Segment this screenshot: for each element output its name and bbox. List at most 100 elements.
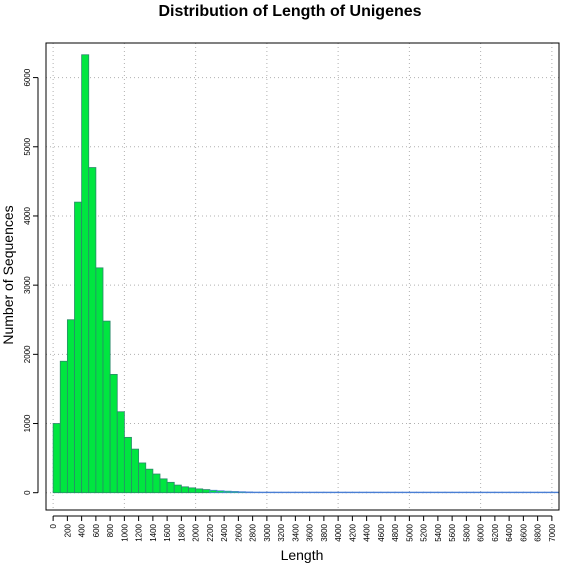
x-tick-label: 1800 — [177, 523, 186, 541]
histogram-bar — [123, 436, 132, 494]
bars-layer — [52, 54, 560, 494]
x-tick-label: 5400 — [434, 523, 443, 541]
y-tick-label: 0 — [23, 490, 32, 495]
histogram-bar — [430, 491, 439, 494]
histogram-bar — [66, 319, 75, 494]
histogram-bar — [138, 462, 147, 494]
x-tick-label: 1600 — [163, 523, 172, 541]
y-tick-label: 4000 — [23, 207, 32, 225]
histogram-bar — [266, 491, 275, 494]
histogram-bar — [209, 489, 218, 494]
y-tick-label: 3000 — [23, 276, 32, 294]
x-tick-label: 3600 — [306, 523, 315, 541]
histogram-bar — [458, 491, 467, 494]
histogram-bar — [216, 490, 225, 494]
histogram-bar — [74, 201, 83, 494]
histogram-bar — [444, 491, 453, 494]
x-tick-label: 3200 — [277, 523, 286, 541]
histogram-bar — [451, 491, 460, 494]
histogram-bar — [387, 491, 396, 494]
y-axis: 0 1000 2000 3000 4000 5000 6000 — [23, 68, 39, 495]
x-tick-label: 400 — [78, 523, 87, 537]
histogram-bar — [131, 448, 140, 494]
histogram-bar — [473, 491, 482, 494]
histogram-bar — [501, 491, 510, 494]
histogram-bar — [252, 491, 261, 494]
x-tick-label: 2200 — [206, 523, 215, 541]
histogram-bar — [551, 491, 560, 494]
histogram-bar — [102, 320, 111, 494]
histogram-bar — [223, 490, 232, 494]
x-tick-label: 200 — [63, 523, 72, 537]
histogram-bar — [316, 491, 325, 494]
y-tick-label: 6000 — [23, 68, 32, 86]
x-tick-label: 0 — [49, 523, 58, 528]
x-tick-label: 6600 — [519, 523, 528, 541]
x-tick-label: 4800 — [391, 523, 400, 541]
x-axis: 0 200 400 600 800 1000 1200 1400 1600 1800 2000 220… — [49, 515, 557, 542]
histogram-bar — [537, 491, 546, 494]
histogram-bar — [380, 491, 389, 494]
histogram-bar — [423, 491, 432, 494]
x-axis-label: Length — [281, 547, 324, 563]
x-tick-label: 800 — [106, 523, 115, 537]
histogram-bar — [188, 487, 197, 494]
x-tick-label: 6000 — [477, 523, 486, 541]
x-tick-label: 5000 — [405, 523, 414, 541]
y-tick-label: 1000 — [23, 414, 32, 432]
histogram-bar — [337, 491, 346, 494]
x-tick-label: 600 — [92, 523, 101, 537]
x-tick-label: 3000 — [263, 523, 272, 541]
x-tick-label: 2000 — [192, 523, 201, 541]
histogram-bar — [323, 491, 332, 494]
x-tick-label: 4600 — [377, 523, 386, 541]
histogram-bar — [515, 491, 524, 494]
histogram-bar — [95, 267, 104, 494]
histogram-bar — [373, 491, 382, 494]
x-tick-label: 1200 — [135, 523, 144, 541]
histogram-bar — [494, 491, 503, 494]
x-tick-label: 2600 — [234, 523, 243, 541]
histogram-bar — [287, 491, 296, 494]
x-tick-label: 1400 — [149, 523, 158, 541]
histogram-bar — [180, 486, 189, 494]
x-tick-label: 4200 — [348, 523, 357, 541]
histogram-bar — [294, 491, 303, 494]
histogram-bar — [259, 491, 268, 494]
histogram-bar — [544, 491, 553, 494]
x-tick-label: 4400 — [363, 523, 372, 541]
x-tick-label: 1000 — [120, 523, 129, 541]
x-tick-label: 5800 — [462, 523, 471, 541]
x-tick-label: 6400 — [505, 523, 514, 541]
histogram-bar — [330, 491, 339, 494]
histogram-bar — [366, 491, 375, 494]
y-tick-label: 2000 — [23, 345, 32, 363]
histogram-bar — [280, 491, 289, 494]
x-tick-label: 5600 — [448, 523, 457, 541]
histogram-bar — [401, 491, 410, 494]
histogram-bar — [394, 491, 403, 494]
histogram-bar — [344, 491, 353, 494]
x-tick-label: 2400 — [220, 523, 229, 541]
histogram-bar — [487, 491, 496, 494]
x-tick-label: 7000 — [548, 523, 557, 541]
x-tick-label: 6800 — [534, 523, 543, 541]
histogram-bar — [437, 491, 446, 494]
histogram-bar — [530, 491, 539, 494]
x-tick-label: 3800 — [320, 523, 329, 541]
y-tick-label: 5000 — [23, 137, 32, 155]
histogram-bar — [88, 167, 97, 494]
histogram-bar — [245, 491, 254, 494]
histogram-bar — [237, 491, 246, 494]
histogram-bar — [273, 491, 282, 494]
histogram-bar — [230, 491, 239, 494]
x-tick-label: 6200 — [491, 523, 500, 541]
x-tick-label: 5200 — [420, 523, 429, 541]
histogram-bar — [351, 491, 360, 494]
chart-title: Distribution of Length of Unigenes — [158, 3, 421, 20]
histogram-bar — [416, 491, 425, 494]
x-tick-label: 3400 — [291, 523, 300, 541]
histogram-bar — [508, 491, 517, 494]
histogram-bar — [52, 423, 61, 494]
histogram-bar — [145, 468, 154, 494]
